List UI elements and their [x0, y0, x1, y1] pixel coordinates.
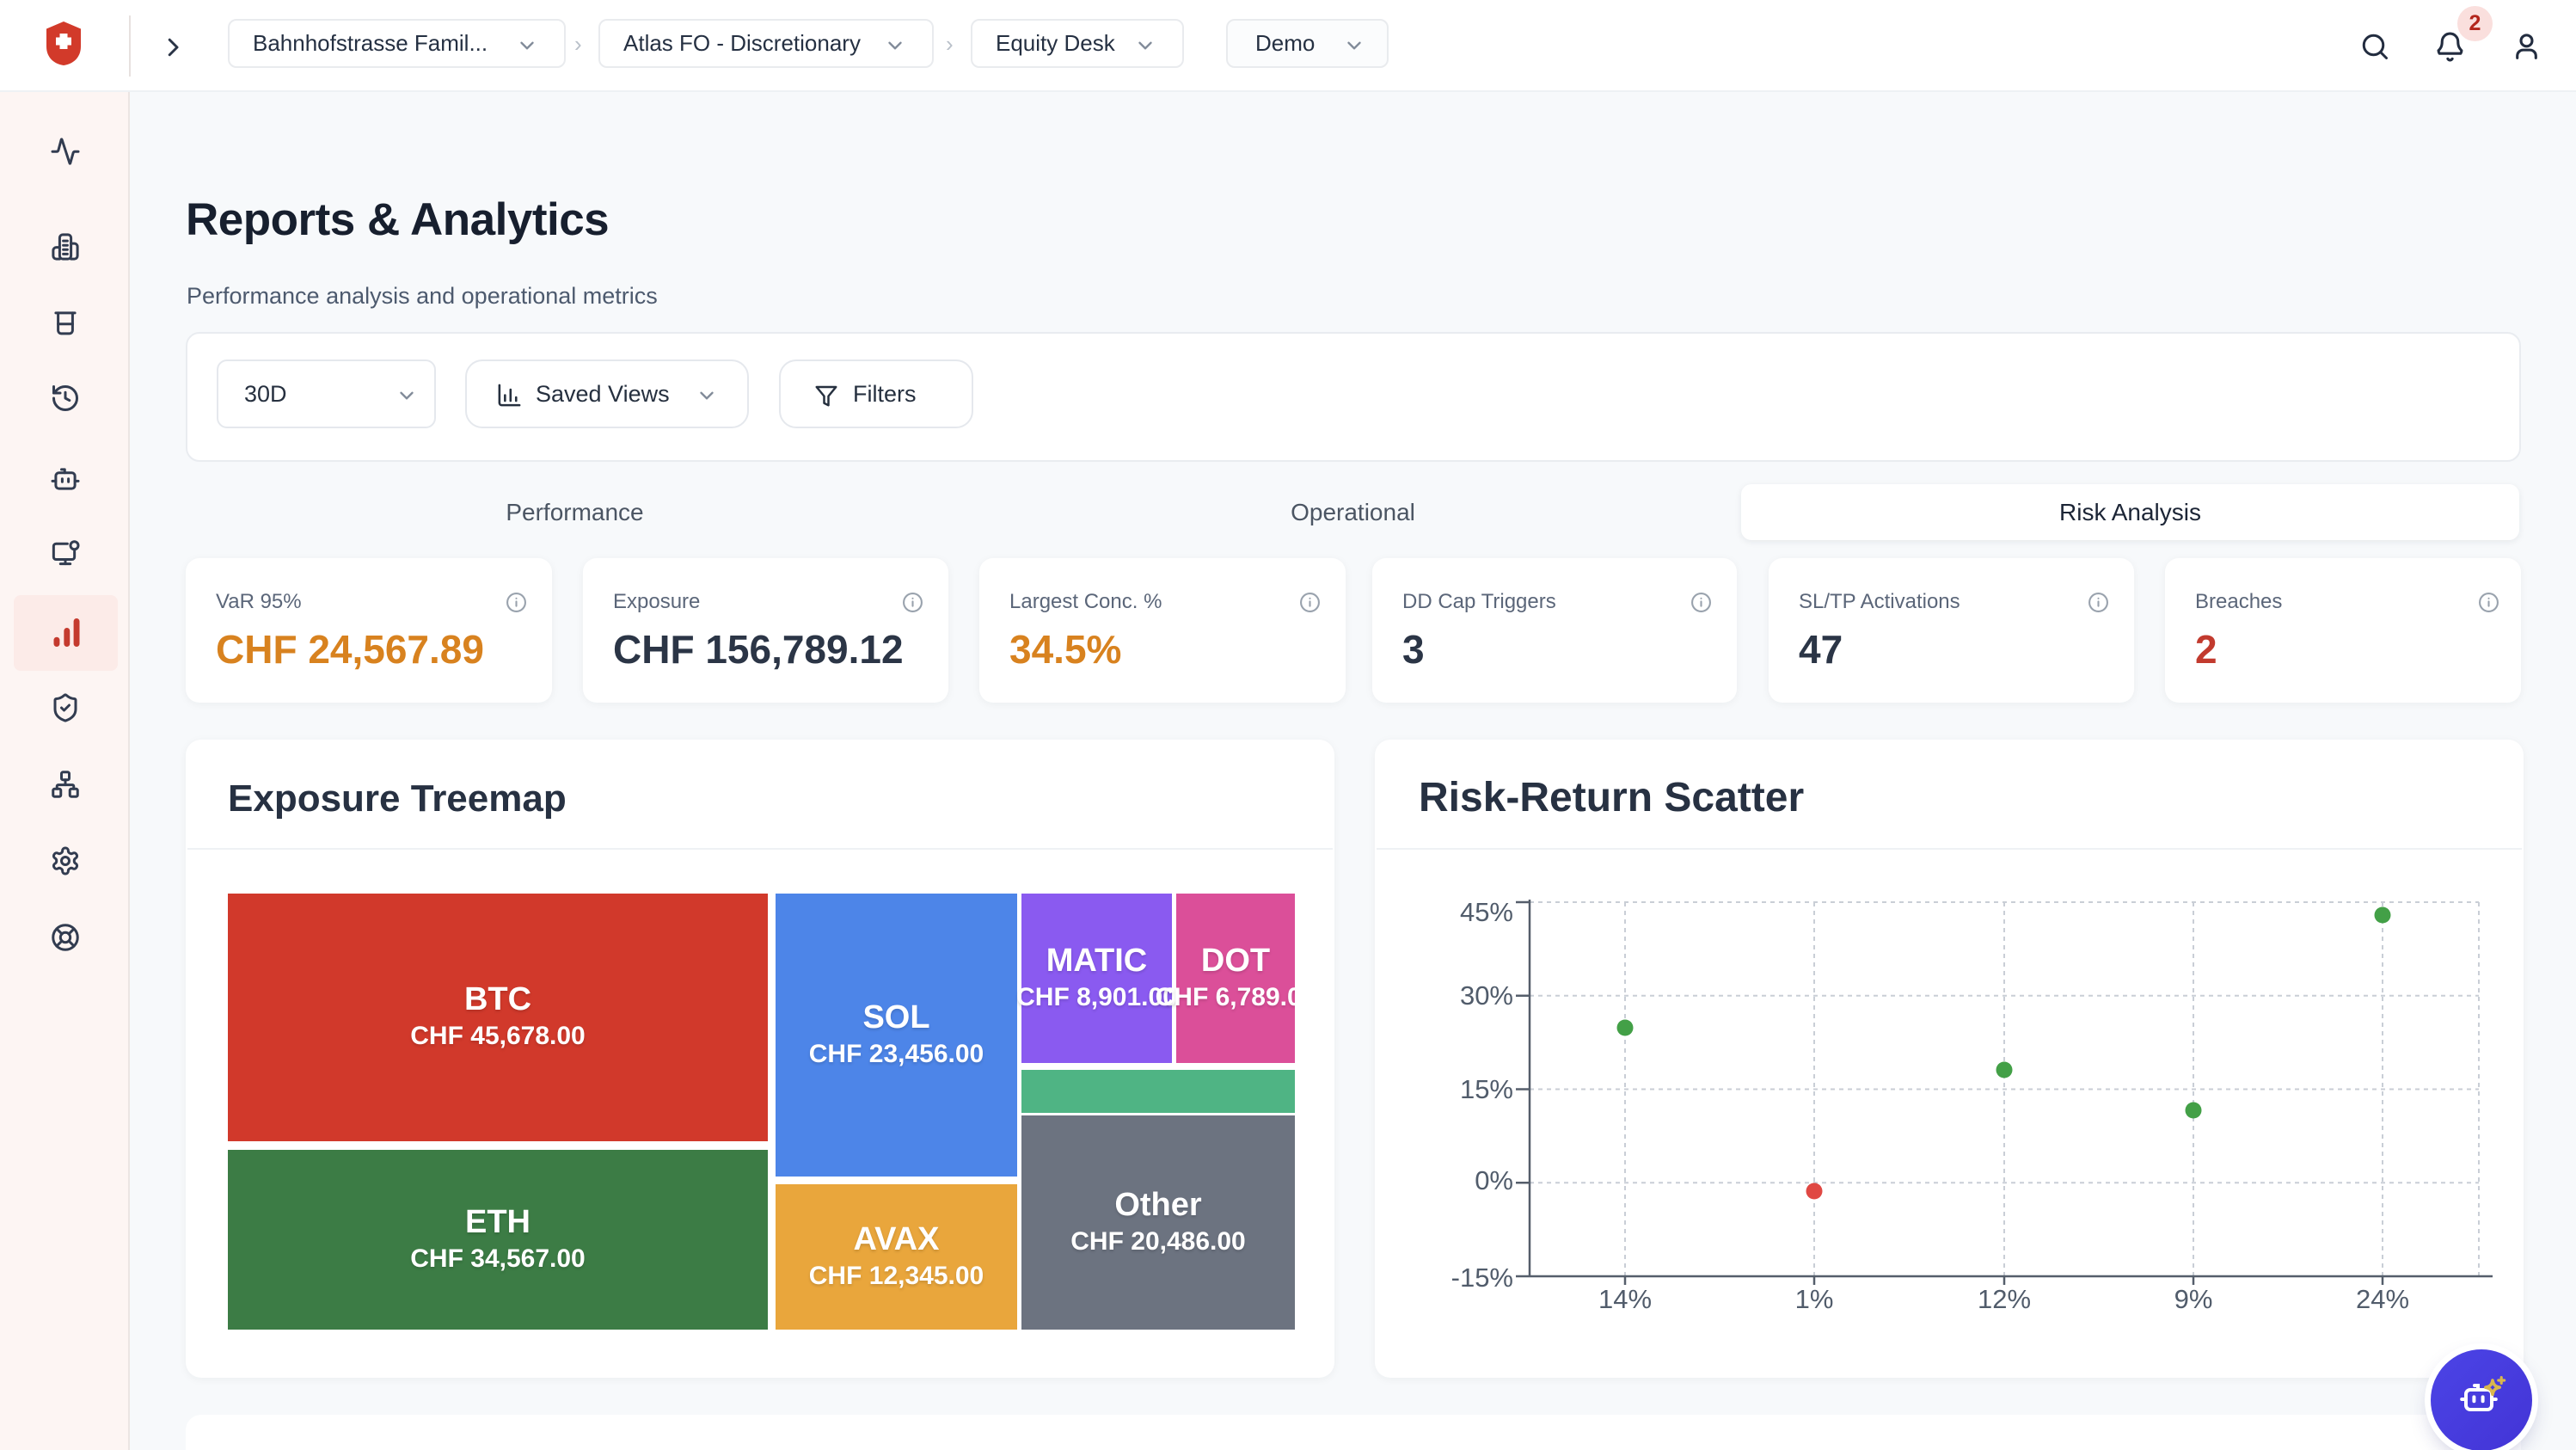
svg-text:-15%: -15%	[1451, 1263, 1513, 1293]
svg-text:45%: 45%	[1460, 897, 1513, 927]
svg-text:14%: 14%	[1598, 1284, 1652, 1314]
svg-text:12%: 12%	[1978, 1284, 2031, 1314]
svg-text:0%: 0%	[1475, 1165, 1513, 1195]
svg-text:15%: 15%	[1460, 1074, 1513, 1104]
svg-text:24%: 24%	[2356, 1284, 2409, 1314]
svg-text:1%: 1%	[1795, 1284, 1834, 1314]
svg-text:9%: 9%	[2174, 1284, 2213, 1314]
svg-text:30%: 30%	[1460, 980, 1513, 1011]
